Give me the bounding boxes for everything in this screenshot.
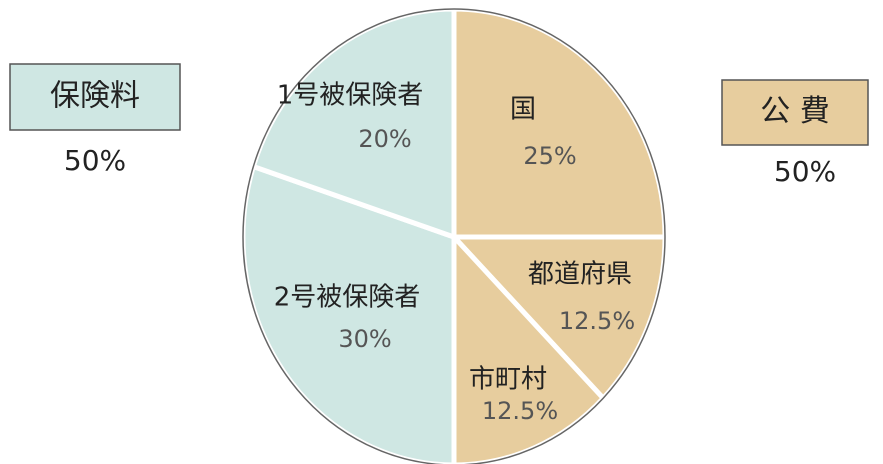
pie-outline: [242, 8, 666, 464]
slice-value-label: 20%: [358, 125, 411, 153]
slice-label: 都道府県: [528, 260, 632, 290]
slice-label: 1号被保険者: [277, 81, 424, 111]
slice-value-label: 12.5%: [482, 397, 558, 425]
slice-value-label: 30%: [338, 325, 391, 353]
group-box: [9, 63, 181, 131]
slice-label: 2号被保険者: [274, 283, 421, 313]
slice-label: 市町村: [469, 365, 547, 395]
group-value-label: 50%: [64, 144, 126, 177]
slice-value-label: 25%: [523, 142, 576, 170]
group-name: 公 費: [760, 94, 830, 129]
slice-value-label: 12.5%: [559, 307, 635, 335]
group-name: 保険料: [50, 79, 140, 114]
group-value-label: 50%: [774, 155, 836, 188]
slice-label: 国: [510, 95, 536, 125]
pie-slice: [451, 6, 668, 240]
group-box: [721, 79, 869, 146]
